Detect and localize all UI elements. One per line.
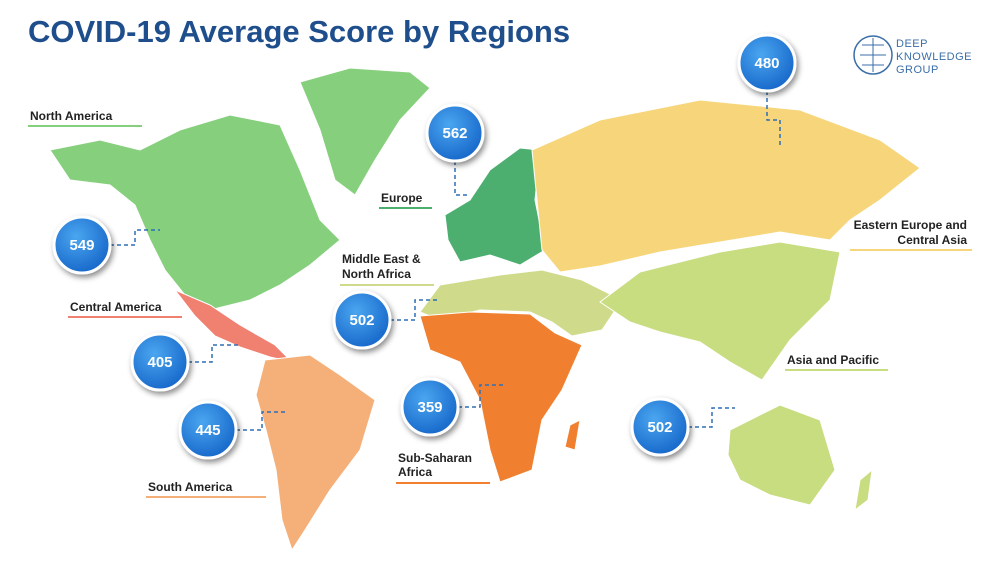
region-label: Africa xyxy=(398,465,432,479)
score: 359 xyxy=(417,399,442,416)
logo-icon xyxy=(853,35,893,75)
logo-text: KNOWLEDGE xyxy=(896,51,972,63)
connector xyxy=(390,299,440,321)
score-bubble xyxy=(52,215,112,275)
region-label: Central Asia xyxy=(897,233,967,247)
region-label: Europe xyxy=(381,191,423,205)
score: 502 xyxy=(647,419,672,436)
connector xyxy=(458,384,505,408)
connector xyxy=(766,91,781,145)
score-bubble xyxy=(425,103,485,163)
mena-land xyxy=(419,269,623,337)
region-labels: North America Central America South Amer… xyxy=(28,109,972,498)
score-bubble xyxy=(332,290,392,350)
logo-icon-lines xyxy=(860,38,886,72)
region-label: Middle East & xyxy=(342,252,421,266)
region-label: Eastern Europe and xyxy=(854,218,967,232)
score-bubble xyxy=(130,332,190,392)
connector xyxy=(454,161,470,196)
score: 405 xyxy=(147,354,172,371)
australia-land xyxy=(727,404,836,506)
score: 549 xyxy=(69,237,94,254)
asia-pacific-land xyxy=(599,241,841,381)
north-america-land xyxy=(49,114,341,311)
greenland-land xyxy=(299,67,431,196)
madagascar-land xyxy=(564,419,581,451)
new-zealand-land xyxy=(854,468,873,512)
region-label: South America xyxy=(148,480,233,494)
score-bubble xyxy=(630,397,690,457)
region-label: North Africa xyxy=(342,267,411,281)
score-bubbles: 549 405 445 562 502 359 480 502 xyxy=(52,33,797,460)
logo: DEEP KNOWLEDGE GROUP xyxy=(853,35,972,76)
score: 502 xyxy=(349,312,374,329)
connector xyxy=(110,229,160,246)
region-label: Sub-Saharan xyxy=(398,451,472,465)
region-label: Asia and Pacific xyxy=(787,353,879,367)
score-bubble xyxy=(178,400,238,460)
world-map xyxy=(49,67,921,552)
logo-text: DEEP xyxy=(896,38,928,50)
connectors xyxy=(110,91,781,431)
score: 445 xyxy=(195,422,220,439)
score: 562 xyxy=(442,125,467,142)
logo-text: GROUP xyxy=(896,64,939,76)
region-label: North America xyxy=(30,109,113,123)
title: COVID-19 Average Score by Regions xyxy=(28,14,570,49)
score: 480 xyxy=(754,55,779,72)
score-bubble xyxy=(400,377,460,437)
south-america-land xyxy=(255,354,376,552)
connector xyxy=(236,411,285,431)
score-bubble xyxy=(737,33,797,93)
region-label: Central America xyxy=(70,300,162,314)
sub-saharan-africa-land xyxy=(419,311,583,483)
